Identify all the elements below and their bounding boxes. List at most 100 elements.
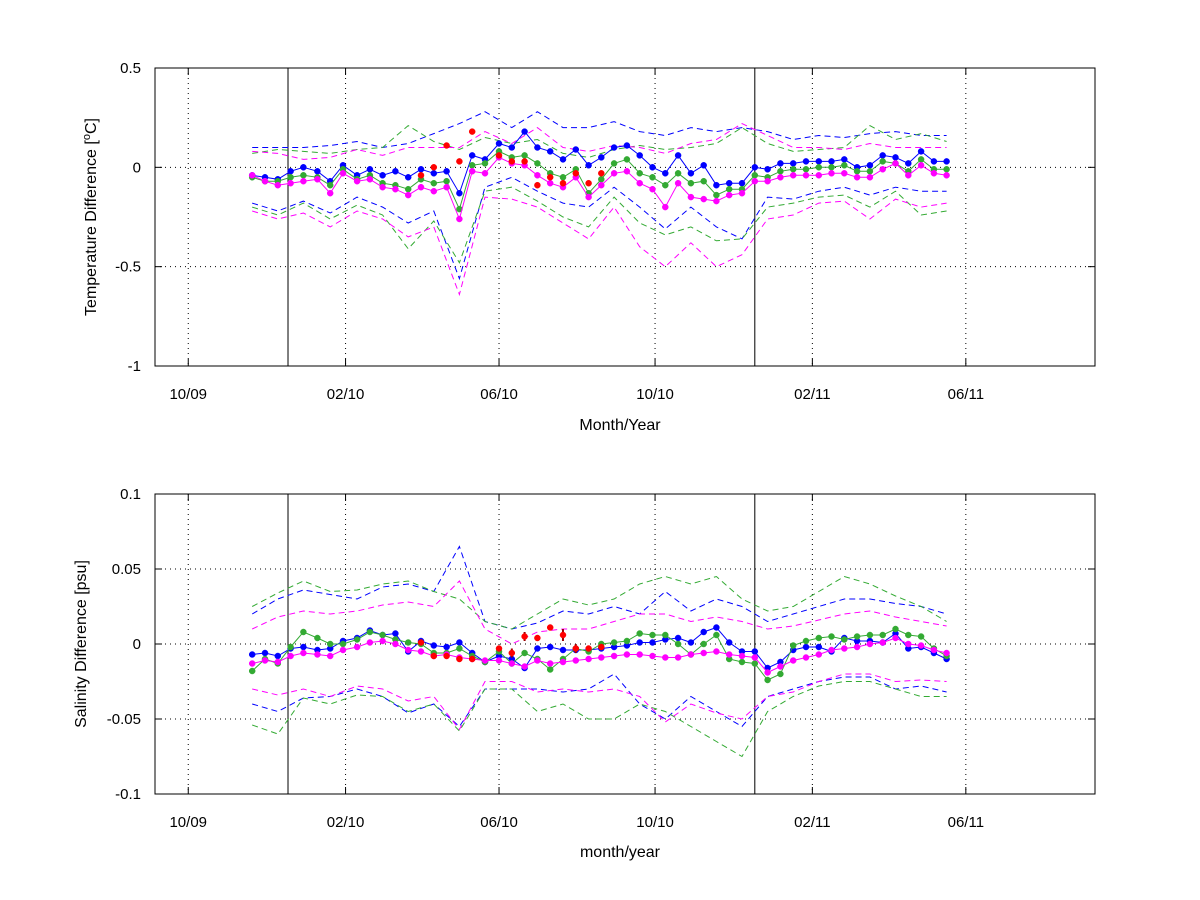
temperature-green-point: [917, 156, 925, 163]
temperature-blue-dashed-line: [252, 111, 947, 149]
temperature-magenta-point: [274, 181, 282, 189]
temperature-magenta-point: [738, 189, 746, 197]
temperature-y-axis-label-unit: C]: [83, 118, 100, 134]
temperature-x-tick-label: 10/10: [636, 386, 674, 403]
temperature-x-tick-label: 06/10: [480, 386, 518, 403]
temperature-green-point: [841, 162, 848, 169]
salinity-magenta-point: [379, 637, 386, 645]
temperature-magenta-point: [287, 179, 294, 187]
salinity-green-dashed-line: [252, 681, 947, 758]
salinity-green-point: [713, 631, 720, 639]
temperature-green-point: [815, 164, 823, 171]
salinity-magenta-point: [866, 640, 874, 648]
salinity-magenta-point: [559, 658, 567, 666]
salinity-green-point: [287, 643, 294, 651]
temperature-magenta-point: [853, 174, 861, 181]
salinity-green-point: [300, 628, 307, 636]
salinity-green-point: [456, 645, 463, 652]
temperature-blue-point: [300, 164, 307, 171]
temperature-y-axis-label: Temperature Difference [oC]: [81, 118, 100, 316]
salinity-magenta-point: [828, 646, 835, 654]
temperature-panel: 0.5 0 -0.5 -1 10/09 02/10 06/10 10/10 02/11 06/11…: [81, 60, 1096, 434]
salinity-green-point: [248, 667, 256, 675]
salinity-magenta-point: [404, 646, 412, 654]
temperature-x-tick-label: 10/09: [169, 386, 207, 403]
salinity-x-tick-label: 02/11: [794, 814, 830, 831]
salinity-blue-point: [687, 639, 695, 646]
temperature-magenta-point: [905, 172, 912, 179]
temperature-magenta-point: [417, 183, 425, 191]
salinity-green-point: [649, 631, 656, 639]
temperature-y-axis-label-main: Temperature Difference [: [83, 140, 100, 316]
salinity-green-point: [379, 631, 386, 639]
temperature-green-point: [623, 156, 631, 163]
temperature-magenta-point: [353, 177, 361, 185]
salinity-series-magenta-envelope: [252, 673, 947, 731]
salinity-green-point: [700, 640, 707, 648]
temperature-blue-point: [314, 168, 321, 175]
salinity-magenta-point: [738, 652, 746, 660]
salinity-blue-point: [713, 624, 720, 631]
temperature-green-point: [326, 181, 334, 189]
salinity-data-layer: [248, 545, 950, 758]
temperature-blue-point: [598, 154, 605, 161]
salinity-magenta-point: [610, 652, 618, 660]
temperature-green-point: [802, 166, 810, 173]
temperature-blue-point: [751, 164, 759, 171]
salinity-magenta-point: [725, 651, 733, 658]
temperature-magenta-point: [404, 191, 412, 199]
salinity-magenta-point: [572, 657, 580, 664]
salinity-green-point: [636, 630, 643, 637]
temperature-green-dashed-line: [252, 186, 947, 264]
temperature-y-tick-label: 0.5: [120, 60, 141, 77]
temperature-magenta-point: [585, 193, 592, 201]
salinity-panel: 0.1 0.05 0 -0.05 -0.1 10/09 02/10 06/10 10/10 02/…: [73, 486, 1096, 861]
salinity-green-point: [853, 633, 861, 640]
temperature-magenta-point: [649, 185, 656, 193]
temperature-magenta-point: [713, 197, 720, 205]
temperature-blue-point: [287, 168, 294, 175]
temperature-blue-point: [892, 154, 899, 161]
salinity-blue-point: [443, 643, 450, 651]
temperature-magenta-point: [534, 172, 541, 179]
temperature-x-tick-label: 02/11: [794, 386, 830, 403]
salinity-magenta-point: [777, 663, 784, 670]
temperature-blue-dashed-line: [252, 176, 947, 281]
temperature-magenta-point: [610, 170, 618, 177]
temperature-green-point: [649, 174, 656, 181]
temperature-blue-point: [430, 170, 438, 177]
temperature-magenta-point: [366, 176, 374, 183]
salinity-magenta-dashed-line: [252, 673, 947, 731]
temperature-green-point: [287, 174, 294, 181]
salinity-magenta-point: [853, 643, 861, 651]
salinity-red-point: [521, 633, 528, 640]
salinity-magenta-dashed-line: [251, 580, 947, 645]
temperature-red-point: [521, 158, 528, 165]
temperature-red-point: [598, 170, 605, 177]
salinity-magenta-point: [248, 660, 256, 667]
temperature-magenta-point: [700, 195, 707, 203]
temperature-y-tick-label: -0.5: [115, 259, 141, 276]
salinity-magenta-point: [892, 634, 899, 642]
temperature-green-point: [866, 168, 874, 175]
salinity-green-point: [546, 666, 554, 673]
salinity-blue-point: [430, 642, 438, 649]
temperature-blue-point: [468, 152, 476, 159]
salinity-red-point: [534, 634, 541, 642]
salinity-y-tick-label: 0.05: [112, 561, 141, 578]
salinity-y-tick-label: -0.1: [115, 786, 141, 803]
salinity-blue-point: [725, 639, 733, 646]
salinity-magenta-point: [314, 651, 321, 658]
salinity-magenta-point: [930, 646, 938, 654]
salinity-magenta-point: [623, 651, 631, 658]
salinity-magenta-point: [662, 654, 669, 661]
salinity-x-tick-label: 10/10: [636, 814, 674, 831]
temperature-magenta-point: [892, 160, 899, 167]
temperature-blue-point: [649, 164, 656, 171]
salinity-blue-point: [802, 643, 810, 651]
salinity-magenta-point: [495, 657, 503, 664]
salinity-magenta-point: [636, 651, 643, 658]
temperature-red-point: [559, 179, 567, 187]
salinity-red-point: [585, 645, 592, 652]
temperature-blue-point: [379, 172, 386, 179]
